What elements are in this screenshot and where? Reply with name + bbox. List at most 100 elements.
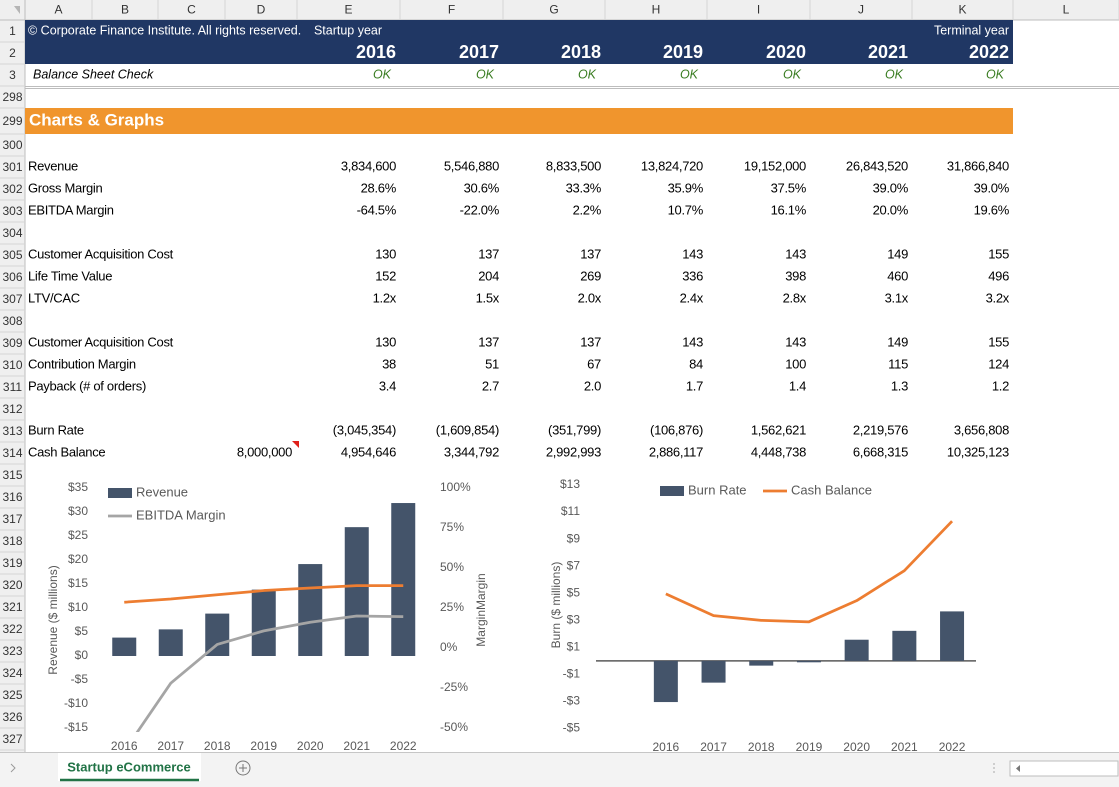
row-header[interactable]: 304 bbox=[2, 226, 22, 240]
cell: 1.7 bbox=[686, 378, 703, 393]
cell: 2.0x bbox=[578, 290, 602, 305]
y-tick-label: $5 bbox=[567, 585, 581, 599]
cell: 3.2x bbox=[986, 290, 1010, 305]
column-header[interactable]: L bbox=[1063, 3, 1070, 17]
cell: 2.0 bbox=[584, 378, 601, 393]
y2-tick-label: 75% bbox=[440, 520, 464, 534]
column-header[interactable]: J bbox=[858, 3, 864, 17]
cell: 137 bbox=[580, 334, 601, 349]
cell: 496 bbox=[988, 268, 1009, 283]
year: 2018 bbox=[561, 42, 601, 62]
row-header[interactable]: 325 bbox=[2, 688, 22, 702]
row-header[interactable]: 300 bbox=[2, 138, 22, 152]
row-header[interactable]: 2 bbox=[9, 46, 16, 60]
x-tick-label: 2017 bbox=[700, 740, 727, 754]
bar bbox=[344, 527, 369, 656]
row-header[interactable]: 316 bbox=[2, 490, 22, 504]
cell: 1.3 bbox=[891, 378, 908, 393]
row-header[interactable]: 323 bbox=[2, 644, 22, 658]
cell: 155 bbox=[988, 334, 1009, 349]
sheet-tab-label[interactable]: Startup eCommerce bbox=[67, 759, 191, 774]
row-header[interactable]: 311 bbox=[3, 380, 22, 394]
check-value: OK bbox=[885, 67, 904, 81]
add-sheet[interactable] bbox=[235, 760, 251, 776]
cell: 1.5x bbox=[476, 290, 500, 305]
row-header[interactable]: 313 bbox=[2, 424, 22, 438]
cell: 10.7% bbox=[668, 202, 704, 217]
row-header[interactable]: 327 bbox=[2, 732, 22, 746]
cell: 20.0% bbox=[873, 202, 909, 217]
x-tick-label: 2016 bbox=[111, 739, 138, 753]
column-header[interactable]: C bbox=[187, 3, 196, 17]
y2-tick-label: -25% bbox=[440, 680, 468, 694]
row-header[interactable]: 298 bbox=[2, 90, 22, 104]
row-label: Customer Acquisition Cost bbox=[28, 334, 174, 349]
row-header[interactable]: 324 bbox=[2, 666, 22, 680]
column-header[interactable]: G bbox=[549, 3, 558, 17]
y2-tick-label: 100% bbox=[440, 480, 471, 494]
cell: 26,843,520 bbox=[846, 158, 908, 173]
sheet-tab[interactable] bbox=[58, 753, 201, 781]
row-header[interactable]: 306 bbox=[2, 270, 22, 284]
row-label: Burn Rate bbox=[28, 422, 84, 437]
row-header[interactable]: 1 bbox=[9, 24, 16, 38]
cell: 13,824,720 bbox=[641, 158, 703, 173]
cell: 100 bbox=[785, 356, 806, 371]
cell: 398 bbox=[785, 268, 806, 283]
y-tick-label: -$10 bbox=[64, 696, 88, 710]
row-header[interactable]: 322 bbox=[2, 622, 22, 636]
row-header[interactable]: 301 bbox=[2, 160, 22, 174]
row-header[interactable]: 302 bbox=[2, 182, 22, 196]
row-header[interactable]: 299 bbox=[2, 114, 22, 128]
comment-indicator[interactable] bbox=[292, 441, 299, 448]
column-header[interactable]: D bbox=[257, 3, 266, 17]
row-header[interactable]: 320 bbox=[2, 578, 22, 592]
column-header[interactable]: E bbox=[344, 3, 352, 17]
row-header[interactable]: 3 bbox=[9, 68, 16, 82]
row-header[interactable]: 319 bbox=[2, 556, 22, 570]
column-header[interactable]: I bbox=[757, 3, 760, 17]
cell: 4,954,646 bbox=[341, 444, 396, 459]
select-all[interactable] bbox=[14, 6, 20, 14]
cell: 2,219,576 bbox=[853, 422, 908, 437]
y-tick-label: $5 bbox=[75, 624, 89, 638]
row-label: Cash Balance bbox=[28, 444, 105, 459]
row-header[interactable]: 314 bbox=[2, 446, 22, 460]
cell: 51 bbox=[485, 356, 499, 371]
row-header[interactable]: 326 bbox=[2, 710, 22, 724]
column-header[interactable]: F bbox=[448, 3, 455, 17]
tab-scroll[interactable] bbox=[10, 763, 16, 773]
check-value: OK bbox=[986, 67, 1005, 81]
x-tick-label: 2020 bbox=[297, 739, 324, 753]
row-header[interactable]: 317 bbox=[2, 512, 22, 526]
cell: 336 bbox=[682, 268, 703, 283]
row-header[interactable]: 309 bbox=[2, 336, 22, 350]
row-header[interactable]: 310 bbox=[2, 358, 22, 372]
cell: 3.4 bbox=[379, 378, 396, 393]
cell: 152 bbox=[375, 268, 396, 283]
column-header-bar bbox=[0, 0, 1119, 20]
row-label: Gross Margin bbox=[28, 180, 102, 195]
scroll-left[interactable] bbox=[1016, 765, 1020, 772]
row-header[interactable]: 305 bbox=[2, 248, 22, 262]
row-header[interactable]: 307 bbox=[2, 292, 22, 306]
horizontal-scrollbar[interactable] bbox=[1009, 760, 1119, 777]
cell: 19,152,000 bbox=[744, 158, 806, 173]
row-header[interactable]: 318 bbox=[2, 534, 22, 548]
y-tick-label: $0 bbox=[75, 648, 89, 662]
column-header[interactable]: B bbox=[121, 3, 129, 17]
y-tick-label: $1 bbox=[567, 640, 581, 654]
column-header[interactable]: A bbox=[54, 3, 62, 17]
cell: 39.0% bbox=[873, 180, 909, 195]
bar bbox=[112, 637, 137, 656]
bar bbox=[701, 660, 726, 683]
row-header[interactable]: 315 bbox=[2, 468, 22, 482]
row-header[interactable]: 321 bbox=[2, 600, 22, 614]
y-axis-title: Burn ($ millions) bbox=[549, 562, 563, 649]
row-header[interactable]: 308 bbox=[2, 314, 22, 328]
row-header[interactable]: 303 bbox=[2, 204, 22, 218]
row-header[interactable]: 312 bbox=[2, 402, 22, 416]
column-header[interactable]: K bbox=[958, 3, 966, 17]
y-tick-label: $13 bbox=[560, 477, 580, 491]
column-header[interactable]: H bbox=[652, 3, 661, 17]
